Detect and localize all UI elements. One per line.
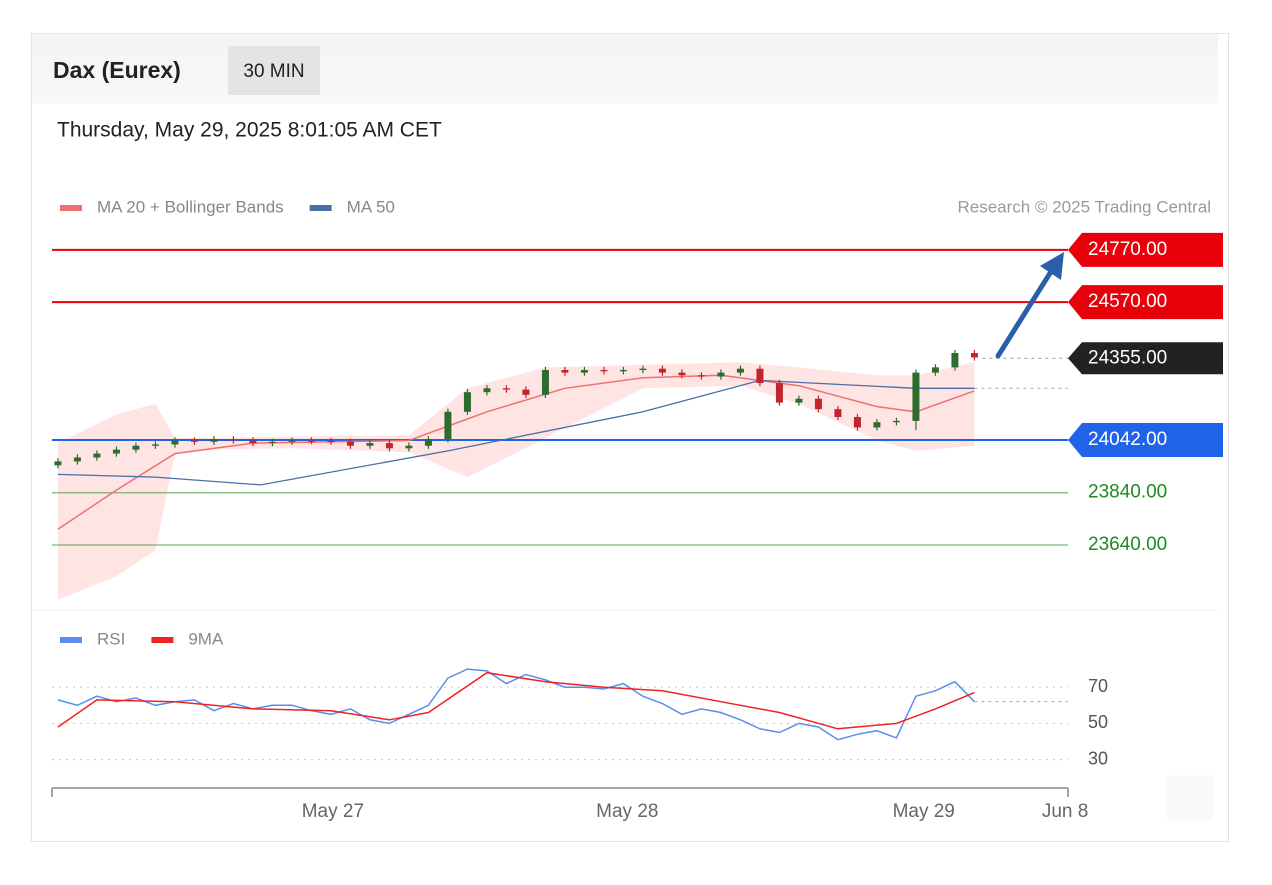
- last-price-label: 24355.00: [1088, 347, 1167, 368]
- candle-body: [54, 461, 62, 466]
- candle-body: [210, 439, 218, 442]
- candle-body: [873, 422, 881, 428]
- bollinger-band: [57, 362, 975, 600]
- candle-body: [541, 369, 549, 395]
- x-tick-label: May 27: [302, 801, 364, 822]
- credit: Research © 2025 Trading Central: [958, 197, 1212, 216]
- candle-body: [463, 392, 471, 412]
- card: [31, 33, 1229, 842]
- candle-body: [658, 368, 666, 373]
- candle-body: [639, 368, 647, 370]
- rsi-line: [57, 668, 975, 741]
- level-label: 24570.00: [1088, 291, 1167, 312]
- legend-swatch: [60, 205, 82, 211]
- title: Dax (Eurex): [53, 57, 181, 83]
- corner-icon[interactable]: [1167, 775, 1213, 821]
- candle-body: [736, 368, 744, 373]
- candle-body: [405, 445, 413, 449]
- interval-tab[interactable]: [228, 46, 320, 95]
- last-price-tag: [1068, 342, 1223, 375]
- candle-body: [834, 409, 842, 417]
- candle-body: [424, 439, 432, 446]
- x-tick-label: Jun 8: [1042, 801, 1088, 822]
- x-tick-label: May 29: [893, 801, 955, 822]
- candle-body: [132, 445, 140, 450]
- candle-body: [249, 440, 257, 444]
- legend-swatch: [60, 637, 82, 643]
- candle-body: [93, 453, 101, 458]
- candle-body: [190, 440, 198, 442]
- candle-body: [775, 383, 783, 403]
- candle-body: [151, 444, 159, 446]
- candle-body: [229, 439, 237, 441]
- arrow-shaft: [995, 267, 1055, 359]
- candle-body: [814, 398, 822, 410]
- candle-body: [561, 369, 569, 373]
- legend-swatch: [151, 637, 174, 643]
- y-tick-label: 50: [1088, 712, 1108, 732]
- candle-body: [327, 441, 335, 443]
- legend-label: 9MA: [188, 629, 224, 648]
- candle-body: [717, 372, 725, 377]
- candle-body: [678, 372, 686, 376]
- level-label: 24770.00: [1088, 239, 1167, 260]
- candle-body: [853, 416, 861, 428]
- candle-body: [600, 369, 608, 372]
- y-tick-label: 30: [1088, 748, 1108, 768]
- arrow-head: [1040, 252, 1064, 280]
- interval-label[interactable]: 30 MIN: [243, 61, 304, 82]
- level-label: 23640.00: [1088, 534, 1167, 555]
- candle-body: [892, 420, 900, 423]
- candle-body: [795, 398, 803, 403]
- moving-average: [57, 379, 975, 486]
- legend-label: MA 50: [347, 197, 395, 216]
- level-tag: [1068, 232, 1223, 267]
- candle-body: [697, 375, 705, 377]
- candle-body: [346, 441, 354, 446]
- candle-body: [385, 443, 393, 449]
- candle-body: [366, 443, 374, 446]
- candle-body: [931, 367, 939, 373]
- legend-swatch: [309, 205, 332, 211]
- legend-label: MA 20 + Bollinger Bands: [97, 197, 284, 216]
- candle-body: [522, 389, 530, 395]
- candle-body: [73, 457, 81, 462]
- candle-body: [951, 353, 959, 368]
- candle-body: [444, 411, 452, 440]
- candle-body: [912, 372, 920, 421]
- timestamp: Thursday, May 29, 2025 8:01:05 AM CET: [57, 119, 442, 142]
- rsi-line: [57, 671, 975, 730]
- level-tag: [1068, 285, 1223, 320]
- candle-body: [268, 441, 276, 444]
- level-tag: [1068, 422, 1223, 457]
- candle-body: [307, 440, 315, 442]
- header-band: [32, 34, 1218, 104]
- candle-body: [483, 388, 491, 393]
- candle-body: [756, 368, 764, 384]
- level-label: 24042.00: [1088, 429, 1167, 450]
- candle-body: [112, 449, 120, 454]
- candle-body: [171, 440, 179, 445]
- y-tick-label: 70: [1088, 676, 1108, 696]
- candle-body: [288, 440, 296, 442]
- forecast-arrow: [995, 252, 1064, 359]
- x-tick-label: May 28: [596, 801, 658, 822]
- candle-body: [580, 369, 588, 373]
- candle-body: [619, 369, 627, 372]
- moving-average: [57, 374, 975, 530]
- plot-layer: MA 20 + Bollinger Bands MA 50 24770.00 2457…: [52, 197, 1223, 822]
- candle-body: [502, 388, 510, 390]
- level-label: 23840.00: [1088, 482, 1167, 503]
- candle-body: [970, 353, 978, 358]
- legend-label: RSI: [97, 629, 125, 648]
